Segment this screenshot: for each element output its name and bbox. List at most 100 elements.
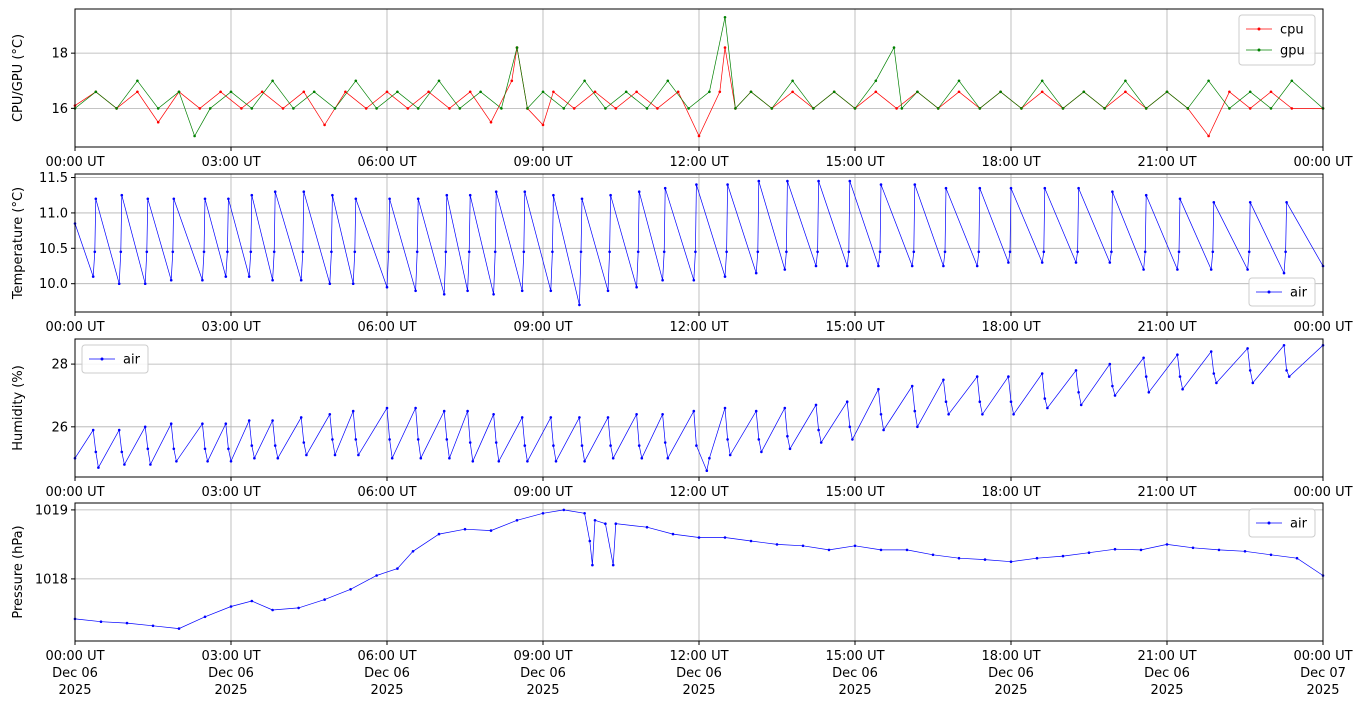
data-point [229,90,233,94]
data-point [302,90,306,94]
data-point [406,107,410,110]
data-point [354,438,358,441]
data-point [853,544,857,548]
data-point [323,123,326,127]
series-line [74,17,1324,137]
x-tick-label: 18:00 UT [981,485,1040,500]
data-point [415,250,419,254]
series-gpu [73,15,1325,138]
data-point [1074,369,1078,372]
data-point [388,438,391,441]
data-point [791,90,794,94]
x-tick-label: 06:00 UT [357,320,416,335]
x-tick-label: 00:00 UT [45,485,104,500]
data-point [541,90,545,94]
data-point [226,250,229,254]
data-point [526,460,529,463]
data-point [119,250,123,254]
data-point [1040,261,1044,264]
data-point [1248,90,1252,94]
data-point [754,271,758,275]
data-point [578,303,581,307]
data-point [661,413,664,416]
data-point [636,250,640,254]
data-point [819,441,823,444]
data-point [354,197,358,201]
data-point [94,90,98,94]
data-point [879,548,883,552]
data-point [146,197,150,201]
data-point [757,179,761,183]
data-point [468,90,472,94]
data-point [757,438,761,441]
x-tick-year-label: 2025 [370,683,403,698]
data-point [1113,547,1117,551]
data-point [708,90,711,94]
x-tick-date-label: Dec 06 [676,666,722,681]
x-tick-date-label: Dec 06 [520,666,566,681]
data-point [1178,197,1182,201]
data-point [827,548,831,552]
data-point [705,469,709,473]
data-point [271,79,274,83]
data-point [522,250,526,254]
data-point [947,413,950,416]
data-point [916,90,919,94]
data-point [579,250,583,254]
data-point [120,450,124,454]
data-point [149,463,152,466]
data-point [414,406,417,410]
legend: air [1248,277,1316,307]
data-point [723,15,727,19]
data-point [1007,261,1010,264]
data-point [957,90,961,94]
data-point [99,620,103,623]
data-point [978,186,982,190]
data-point [832,90,836,94]
chart-panel-3: 26 28 00:00 UT 03:00 UT 06:00 UT 09:00 UT 12:0… [11,338,1353,500]
data-point [156,107,160,110]
x-tick-label: 06:00 UT [357,485,416,500]
data-point [783,268,787,271]
data-point [1177,250,1181,254]
data-point [786,179,789,183]
data-point [1124,90,1127,94]
data-point [905,548,909,552]
x-tick-year-label: 2025 [838,683,871,698]
data-point [754,409,758,413]
data-point [169,422,173,426]
data-point [271,608,274,612]
data-point [229,460,233,463]
data-point [1077,391,1080,394]
data-point [414,289,417,293]
x-tick-label: 15:00 UT [825,320,884,335]
data-point [663,186,667,190]
data-point [203,615,207,619]
data-point [591,563,594,567]
data-point [416,107,420,110]
data-point [1103,107,1106,110]
grid [74,339,1324,477]
data-point [1209,350,1213,353]
data-point [224,422,228,426]
data-point [91,428,95,432]
data-point [1143,250,1147,254]
data-point [299,278,303,282]
data-point [385,285,389,289]
x-tick-label: 18:00 UT [981,320,1040,335]
data-point [260,90,264,94]
data-point [775,543,779,546]
data-point [203,447,207,451]
data-point [156,120,160,124]
data-point [1207,134,1210,138]
data-point [541,123,545,127]
chart-panel-1: 16 18 00:00 UT 03:00 UT 06:00 UT 09:00 UT 12:0… [11,8,1353,170]
data-point [1285,201,1288,204]
data-point [1251,381,1255,385]
data-point [1243,550,1247,553]
data-point [895,107,898,110]
data-point [1228,90,1231,94]
data-point [635,285,638,289]
data-point [1269,107,1273,110]
data-point [611,456,615,460]
